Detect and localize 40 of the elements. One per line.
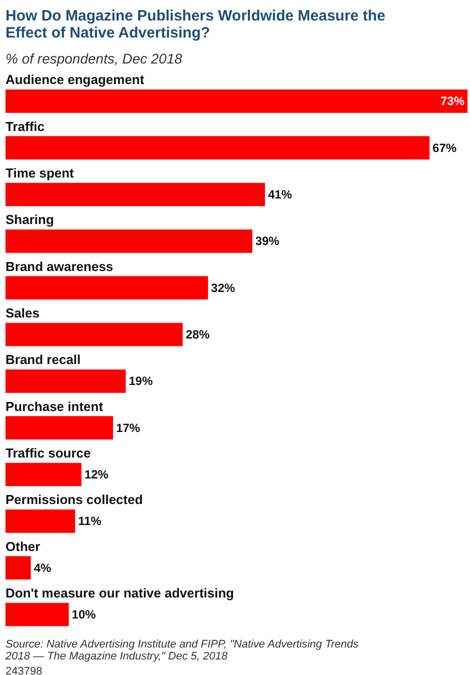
- bar: [6, 90, 468, 113]
- bar: [6, 276, 208, 300]
- chart-title: How Do Magazine Publishers Worldwide Measure the Effect of Native Advertising?: [6, 8, 386, 42]
- y-tick-label: Brand recall: [6, 352, 81, 368]
- y-tick-label: Time spent: [6, 166, 75, 180]
- y-tick-label: Traffic: [6, 118, 45, 134]
- y-tick-label: Don't measure our native advertising: [6, 586, 234, 600]
- data-label: 32%: [211, 280, 236, 295]
- data-label: 67%: [432, 140, 457, 155]
- source-note: Source: Native Advertising Institute and FIPP, "Native Advertising Trends 2018 — The Magazine Industry," Dec 5, 2018: [4, 638, 360, 662]
- data-label: 39%: [255, 234, 280, 248]
- data-label: 10%: [72, 608, 96, 622]
- y-tick-label: Sales: [6, 306, 40, 320]
- bar: [6, 322, 183, 346]
- bar: [6, 510, 76, 533]
- y-tick-label: Traffic source: [6, 446, 91, 460]
- data-label: 17%: [116, 420, 140, 435]
- bar: [6, 136, 430, 160]
- y-tick-label: Audience engagement: [6, 72, 145, 88]
- bar: [6, 370, 126, 393]
- data-label: 28%: [186, 328, 210, 342]
- y-tick-label: Brand awareness: [6, 258, 114, 274]
- text: 243798: [6, 666, 42, 675]
- bar: [6, 182, 265, 206]
- bar: [6, 416, 114, 440]
- bar: [6, 462, 82, 486]
- data-label: 41%: [268, 188, 292, 202]
- y-tick-label: Permissions collected: [6, 492, 143, 508]
- chart-subtitle: % of respondents, Dec 2018: [6, 50, 182, 66]
- bar: [6, 556, 31, 580]
- bar: [6, 602, 69, 626]
- y-tick-label: Sharing: [6, 212, 54, 228]
- data-label: 19%: [128, 374, 154, 388]
- data-label: 73%: [440, 94, 465, 108]
- data-label: 4%: [34, 560, 52, 575]
- y-tick-label: Other: [6, 538, 40, 554]
- bar: [6, 230, 252, 253]
- data-label: 12%: [84, 468, 109, 482]
- y-tick-label: Purchase intent: [6, 398, 104, 414]
- data-label: 11%: [78, 514, 102, 528]
